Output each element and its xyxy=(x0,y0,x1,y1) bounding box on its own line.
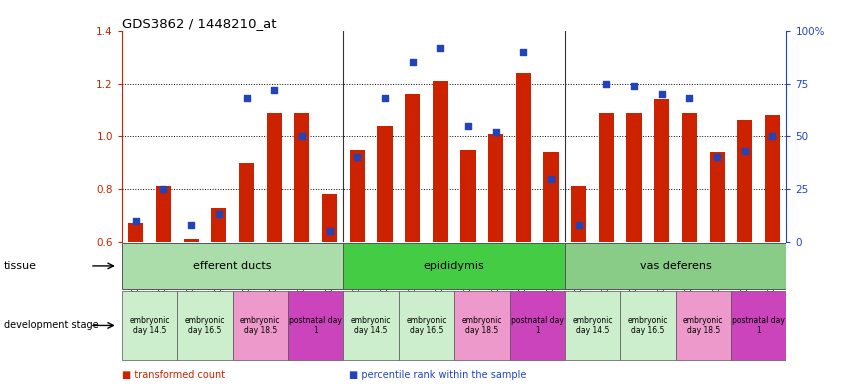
Bar xyxy=(627,113,642,242)
FancyBboxPatch shape xyxy=(288,291,343,360)
FancyBboxPatch shape xyxy=(510,291,565,360)
Bar xyxy=(543,152,558,242)
Bar xyxy=(599,113,614,242)
Point xyxy=(738,148,752,154)
Bar xyxy=(350,149,365,242)
Point xyxy=(184,222,198,228)
Text: embryonic
day 18.5: embryonic day 18.5 xyxy=(462,316,502,335)
Bar xyxy=(211,208,226,242)
Point xyxy=(711,154,724,161)
Bar xyxy=(183,239,198,242)
Point xyxy=(267,87,281,93)
Point xyxy=(295,133,309,139)
Bar xyxy=(128,223,144,242)
Point xyxy=(351,154,364,161)
Bar xyxy=(764,115,780,242)
Point xyxy=(627,83,641,89)
Text: efferent ducts: efferent ducts xyxy=(193,261,272,271)
Bar xyxy=(294,113,309,242)
Text: embryonic
day 14.5: embryonic day 14.5 xyxy=(130,316,170,335)
Point xyxy=(600,81,613,87)
Bar xyxy=(432,81,448,242)
Point xyxy=(434,45,447,51)
Point xyxy=(323,228,336,234)
Point xyxy=(683,95,696,101)
FancyBboxPatch shape xyxy=(731,291,786,360)
Point xyxy=(406,59,420,65)
Text: tissue: tissue xyxy=(4,261,37,271)
Point xyxy=(655,91,669,97)
Text: embryonic
day 14.5: embryonic day 14.5 xyxy=(573,316,613,335)
Point xyxy=(572,222,585,228)
Point xyxy=(766,133,780,139)
Bar xyxy=(738,121,753,242)
Bar xyxy=(654,99,669,242)
Bar xyxy=(460,149,476,242)
FancyBboxPatch shape xyxy=(565,291,621,360)
Point xyxy=(129,218,142,224)
FancyBboxPatch shape xyxy=(177,291,233,360)
FancyBboxPatch shape xyxy=(343,243,565,289)
Bar xyxy=(239,163,254,242)
Bar xyxy=(267,113,282,242)
Point xyxy=(516,49,530,55)
Text: embryonic
day 18.5: embryonic day 18.5 xyxy=(241,316,281,335)
Text: epididymis: epididymis xyxy=(424,261,484,271)
Point xyxy=(378,95,392,101)
Bar xyxy=(710,152,725,242)
Text: vas deferens: vas deferens xyxy=(640,261,711,271)
FancyBboxPatch shape xyxy=(565,243,786,289)
Text: embryonic
day 16.5: embryonic day 16.5 xyxy=(627,316,668,335)
Point xyxy=(156,186,170,192)
Bar xyxy=(516,73,531,242)
Point xyxy=(212,211,225,217)
Text: embryonic
day 18.5: embryonic day 18.5 xyxy=(683,316,723,335)
Point xyxy=(544,175,558,182)
FancyBboxPatch shape xyxy=(233,291,288,360)
Text: embryonic
day 16.5: embryonic day 16.5 xyxy=(406,316,447,335)
FancyBboxPatch shape xyxy=(122,291,177,360)
Bar xyxy=(156,187,171,242)
Text: embryonic
day 14.5: embryonic day 14.5 xyxy=(351,316,391,335)
Text: GDS3862 / 1448210_at: GDS3862 / 1448210_at xyxy=(122,17,277,30)
Bar xyxy=(378,126,393,242)
FancyBboxPatch shape xyxy=(399,291,454,360)
Text: postnatal day
1: postnatal day 1 xyxy=(733,316,785,335)
FancyBboxPatch shape xyxy=(621,291,675,360)
Text: ■ percentile rank within the sample: ■ percentile rank within the sample xyxy=(349,370,526,380)
Text: postnatal day
1: postnatal day 1 xyxy=(510,316,563,335)
Point xyxy=(489,129,502,135)
Bar xyxy=(405,94,420,242)
FancyBboxPatch shape xyxy=(343,291,399,360)
Point xyxy=(461,123,474,129)
Bar xyxy=(682,113,697,242)
Bar xyxy=(488,134,503,242)
FancyBboxPatch shape xyxy=(454,291,510,360)
Bar xyxy=(571,187,586,242)
FancyBboxPatch shape xyxy=(675,291,731,360)
FancyBboxPatch shape xyxy=(122,243,343,289)
Text: embryonic
day 16.5: embryonic day 16.5 xyxy=(185,316,225,335)
Point xyxy=(240,95,253,101)
Bar xyxy=(322,194,337,242)
Text: development stage: development stage xyxy=(4,320,99,331)
Text: postnatal day
1: postnatal day 1 xyxy=(289,316,342,335)
Text: ■ transformed count: ■ transformed count xyxy=(122,370,225,380)
